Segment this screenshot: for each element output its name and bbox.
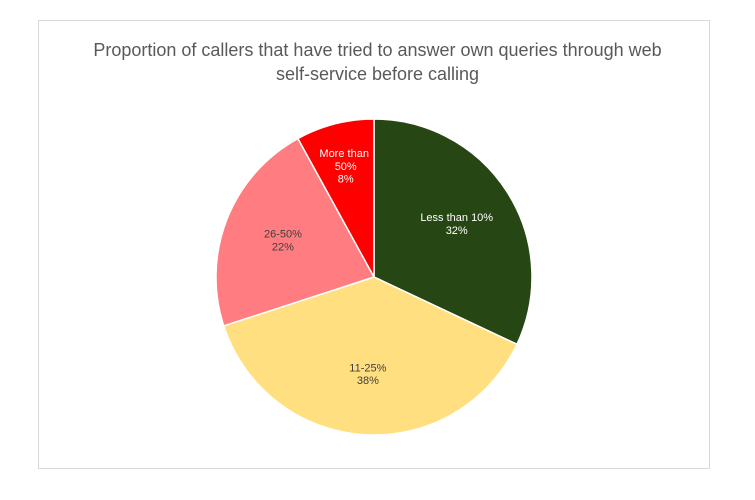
pie-slice: [373, 118, 533, 346]
category-label: 11-25%: [349, 362, 386, 374]
category-label: More than 50%: [319, 148, 372, 173]
category-label-line: Less than 10%: [420, 212, 493, 224]
pie-slice: [215, 137, 376, 327]
category-label-line: 11-25%: [349, 362, 386, 374]
category-label: Less than 10%: [420, 212, 493, 224]
category-label-line: 26-50%: [264, 228, 302, 240]
value-label: 8%: [338, 174, 354, 186]
value-label: 22%: [272, 241, 294, 253]
value-label: 32%: [446, 225, 468, 237]
category-label-line: 50%: [335, 161, 357, 173]
value-label: 38%: [357, 375, 379, 387]
pie-slice: [222, 276, 518, 436]
pie-slice: [296, 118, 375, 278]
category-label: 26-50%: [264, 228, 302, 240]
chart-title: Proportion of callers that have tried to…: [93, 40, 662, 84]
chart-frame: [38, 20, 710, 469]
category-label-line: More than: [319, 148, 372, 160]
